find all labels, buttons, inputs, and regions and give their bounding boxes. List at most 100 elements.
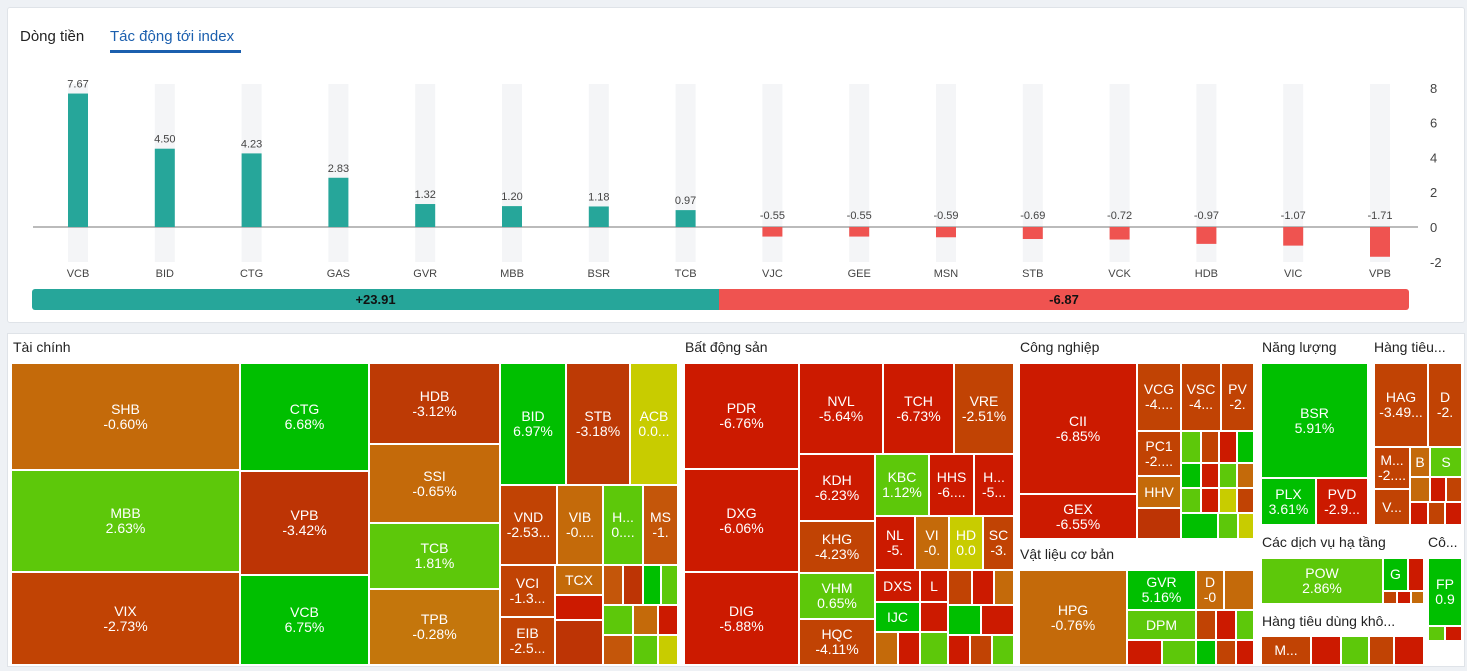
heatmap-tile[interactable]: POW 2.86% xyxy=(1261,558,1383,604)
heatmap-tile[interactable]: HHV xyxy=(1137,476,1181,508)
heatmap-tile[interactable] xyxy=(1369,636,1394,665)
heatmap-tile[interactable]: CII -6.85% xyxy=(1019,363,1137,494)
heatmap-tile[interactable] xyxy=(948,605,981,635)
heatmap-tile[interactable] xyxy=(1237,463,1254,488)
heatmap-tile[interactable]: S xyxy=(1430,447,1462,477)
heatmap-tile[interactable] xyxy=(1428,502,1445,525)
heatmap-tile[interactable] xyxy=(1410,477,1430,502)
heatmap-tile[interactable]: MBB 2.63% xyxy=(11,470,240,572)
heatmap-tile[interactable]: FP 0.9 xyxy=(1428,558,1462,626)
heatmap-tile[interactable]: VCG -4.... xyxy=(1137,363,1181,431)
heatmap-tile[interactable]: D -2. xyxy=(1428,363,1462,447)
heatmap-tile[interactable]: PLX 3.61% xyxy=(1261,478,1316,525)
heatmap-tile[interactable] xyxy=(1311,636,1341,665)
heatmap-tile[interactable]: ACB 0.0... xyxy=(630,363,678,485)
heatmap-tile[interactable] xyxy=(643,565,661,605)
heatmap-tile[interactable]: M... xyxy=(1261,636,1311,665)
heatmap-tile[interactable] xyxy=(1237,488,1254,513)
heatmap-tile[interactable]: GEX -6.55% xyxy=(1019,494,1137,539)
heatmap-tile[interactable]: TCX xyxy=(555,565,603,595)
heatmap-tile[interactable] xyxy=(1219,431,1237,463)
heatmap-tile[interactable] xyxy=(661,565,678,605)
heatmap-tile[interactable] xyxy=(1162,640,1196,665)
heatmap-tile[interactable]: SC -3. xyxy=(983,516,1014,570)
heatmap-tile[interactable]: VI -0. xyxy=(915,516,949,570)
heatmap-tile[interactable] xyxy=(1224,570,1254,610)
heatmap-tile[interactable]: H... -5... xyxy=(974,454,1014,516)
heatmap-tile[interactable] xyxy=(1341,636,1369,665)
heatmap-tile[interactable]: VCB 6.75% xyxy=(240,575,369,665)
heatmap-tile[interactable] xyxy=(1408,558,1424,591)
heatmap-tile[interactable]: HQC -4.11% xyxy=(799,619,875,665)
heatmap-tile[interactable]: NL -5. xyxy=(875,516,915,570)
heatmap-tile[interactable]: DXG -6.06% xyxy=(684,469,799,572)
heatmap-tile[interactable] xyxy=(603,565,623,605)
heatmap-tile[interactable] xyxy=(1201,488,1219,513)
heatmap-tile[interactable]: IJC xyxy=(875,602,920,632)
heatmap-tile[interactable]: SHB -0.60% xyxy=(11,363,240,470)
heatmap-tile[interactable]: VND -2.53... xyxy=(500,485,557,565)
heatmap-tile[interactable]: HHS -6.... xyxy=(929,454,974,516)
heatmap-tile[interactable] xyxy=(623,565,643,605)
heatmap-tile[interactable] xyxy=(1219,463,1237,488)
heatmap-tile[interactable]: VRE -2.51% xyxy=(954,363,1014,454)
heatmap-tile[interactable] xyxy=(1430,477,1446,502)
heatmap-tile[interactable]: TCH -6.73% xyxy=(883,363,954,454)
heatmap-tile[interactable] xyxy=(1237,431,1254,463)
heatmap-tile[interactable] xyxy=(658,605,678,635)
tab-index-impact[interactable]: Tác động tới index xyxy=(110,28,235,45)
heatmap-tile[interactable] xyxy=(948,635,970,665)
heatmap-tile[interactable]: PVD -2.9... xyxy=(1316,478,1368,525)
heatmap-tile[interactable] xyxy=(1127,640,1162,665)
heatmap-tile[interactable] xyxy=(1216,610,1236,640)
heatmap-tile[interactable]: KDH -6.23% xyxy=(799,454,875,521)
heatmap-tile[interactable]: STB -3.18% xyxy=(566,363,630,485)
heatmap-tile[interactable]: VIX -2.73% xyxy=(11,572,240,665)
heatmap-tile[interactable] xyxy=(603,605,633,635)
heatmap-tile[interactable] xyxy=(970,635,992,665)
heatmap-tile[interactable] xyxy=(1219,488,1237,513)
heatmap-tile[interactable] xyxy=(875,632,898,665)
heatmap-tile[interactable] xyxy=(1196,610,1216,640)
heatmap-tile[interactable] xyxy=(603,635,633,665)
heatmap-tile[interactable]: KHG -4.23% xyxy=(799,521,875,573)
heatmap-tile[interactable] xyxy=(1236,640,1254,665)
heatmap-tile[interactable] xyxy=(898,632,920,665)
heatmap-tile[interactable]: H... 0.... xyxy=(603,485,643,565)
heatmap-tile[interactable]: D -0 xyxy=(1196,570,1224,610)
heatmap-tile[interactable]: DPM xyxy=(1127,610,1196,640)
heatmap-tile[interactable] xyxy=(555,620,603,665)
heatmap-tile[interactable]: MS -1. xyxy=(643,485,678,565)
heatmap-tile[interactable]: M... -2.... xyxy=(1374,447,1410,489)
heatmap-tile[interactable] xyxy=(1181,488,1201,513)
heatmap-tile[interactable] xyxy=(1428,626,1445,641)
heatmap-tile[interactable]: HPG -0.76% xyxy=(1019,570,1127,665)
heatmap-tile[interactable] xyxy=(1201,463,1219,488)
heatmap-tile[interactable] xyxy=(948,570,972,605)
heatmap-tile[interactable] xyxy=(1411,591,1424,604)
heatmap-tile[interactable]: B xyxy=(1410,447,1430,477)
heatmap-tile[interactable]: VCI -1.3... xyxy=(500,565,555,617)
heatmap-tile[interactable]: HD 0.0 xyxy=(949,516,983,570)
heatmap-tile[interactable] xyxy=(981,605,1014,635)
heatmap-tile[interactable]: VIB -0.... xyxy=(557,485,603,565)
heatmap-tile[interactable] xyxy=(1410,502,1428,525)
heatmap-tile[interactable] xyxy=(1236,610,1254,640)
heatmap-tile[interactable] xyxy=(1446,477,1462,502)
heatmap-tile[interactable]: L xyxy=(920,570,948,602)
heatmap-tile[interactable] xyxy=(992,635,1014,665)
heatmap-tile[interactable]: DXS xyxy=(875,570,920,602)
heatmap-tile[interactable]: G xyxy=(1383,558,1408,591)
heatmap-tile[interactable] xyxy=(1216,640,1236,665)
heatmap-tile[interactable] xyxy=(1394,636,1424,665)
heatmap-tile[interactable]: VHM 0.65% xyxy=(799,573,875,619)
heatmap-tile[interactable]: HAG -3.49... xyxy=(1374,363,1428,447)
tab-money-flow[interactable]: Dòng tiền xyxy=(20,28,85,45)
heatmap-tile[interactable] xyxy=(994,570,1014,605)
heatmap-tile[interactable] xyxy=(633,605,658,635)
heatmap-tile[interactable]: GVR 5.16% xyxy=(1127,570,1196,610)
heatmap-tile[interactable] xyxy=(658,635,678,665)
heatmap-tile[interactable]: TCB 1.81% xyxy=(369,523,500,589)
heatmap-tile[interactable] xyxy=(1181,513,1218,539)
heatmap-tile[interactable]: KBC 1.12% xyxy=(875,454,929,516)
